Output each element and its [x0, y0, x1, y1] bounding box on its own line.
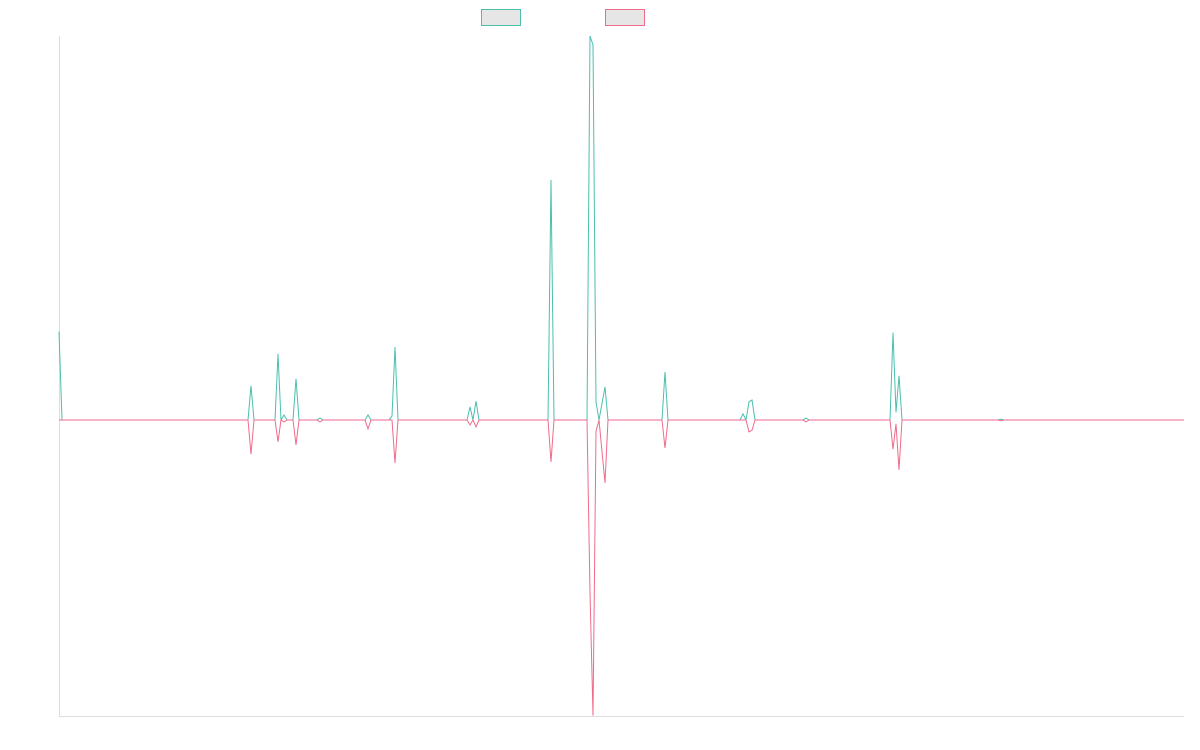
series-line [59, 418, 1184, 716]
legend-swatch [481, 9, 521, 26]
legend-swatch [605, 9, 645, 26]
series-line [58, 35, 1184, 422]
